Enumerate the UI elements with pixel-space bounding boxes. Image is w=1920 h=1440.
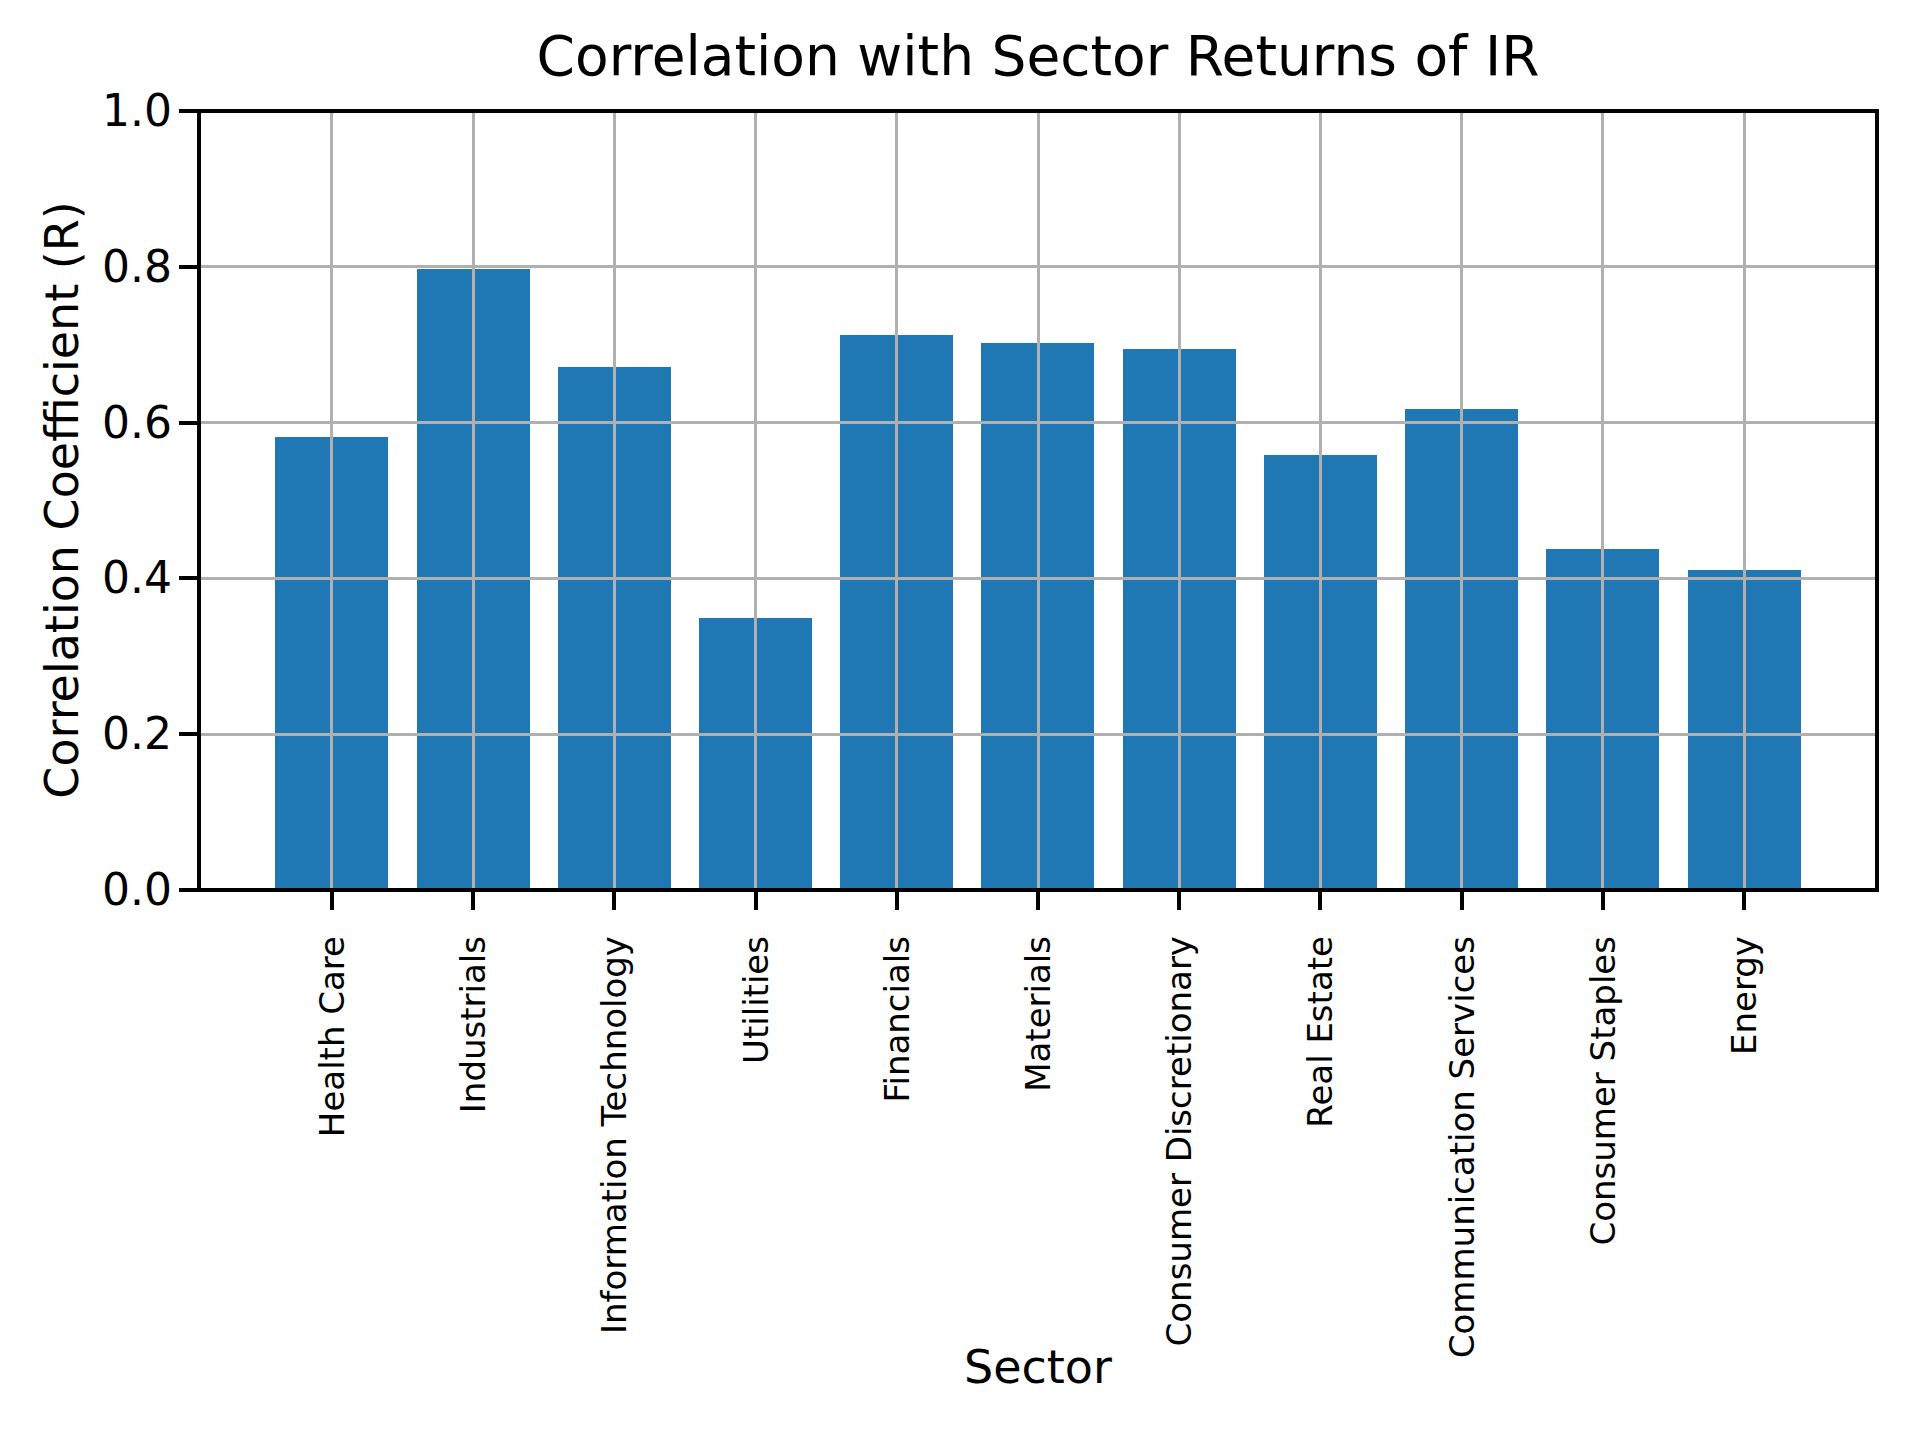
gridline-vertical	[1319, 111, 1322, 890]
x-tick-label: Energy	[1723, 936, 1765, 1055]
gridline-vertical	[1460, 111, 1463, 890]
x-tick-mark	[1460, 892, 1464, 910]
y-tick-mark	[179, 421, 197, 425]
x-tick-mark	[1601, 892, 1605, 910]
x-tick-mark	[612, 892, 616, 910]
y-tick-label: 0.0	[20, 868, 172, 912]
gridline-vertical	[895, 111, 898, 890]
x-tick-label: Financials	[876, 936, 918, 1103]
x-tick-mark	[1036, 892, 1040, 910]
x-tick-label: Consumer Discretionary	[1158, 936, 1200, 1346]
x-tick-label: Industrials	[452, 936, 494, 1113]
x-tick-label: Communication Services	[1441, 936, 1483, 1358]
x-tick-mark	[1742, 892, 1746, 910]
gridline-vertical	[1178, 111, 1181, 890]
x-tick-mark	[895, 892, 899, 910]
x-tick-label: Information Technology	[593, 936, 635, 1334]
y-tick-label: 1.0	[20, 89, 172, 133]
y-tick-mark	[179, 265, 197, 269]
y-tick-mark	[179, 888, 197, 892]
y-tick-mark	[179, 109, 197, 113]
y-tick-mark	[179, 576, 197, 580]
y-tick-mark	[179, 732, 197, 736]
gridline-vertical	[1601, 111, 1604, 890]
gridline-vertical	[472, 111, 475, 890]
x-tick-label: Consumer Staples	[1582, 936, 1624, 1246]
plot-area	[199, 111, 1877, 890]
x-tick-label: Real Estate	[1299, 936, 1341, 1128]
x-tick-mark	[754, 892, 758, 910]
x-tick-mark	[1177, 892, 1181, 910]
x-axis-label: Sector	[199, 1340, 1877, 1394]
figure: Correlation with Sector Returns of IR 0.…	[0, 0, 1920, 1440]
gridline-vertical	[1037, 111, 1040, 890]
y-axis-label: Correlation Coefficient (R)	[35, 201, 89, 798]
gridline-vertical	[330, 111, 333, 890]
x-tick-label: Health Care	[311, 936, 353, 1137]
x-tick-label: Utilities	[735, 936, 777, 1064]
x-tick-mark	[330, 892, 334, 910]
x-tick-label: Materials	[1017, 936, 1059, 1092]
x-tick-mark	[1318, 892, 1322, 910]
gridline-vertical	[613, 111, 616, 890]
chart-title: Correlation with Sector Returns of IR	[199, 26, 1877, 87]
gridline-vertical	[1743, 111, 1746, 890]
x-tick-mark	[471, 892, 475, 910]
gridline-vertical	[754, 111, 757, 890]
